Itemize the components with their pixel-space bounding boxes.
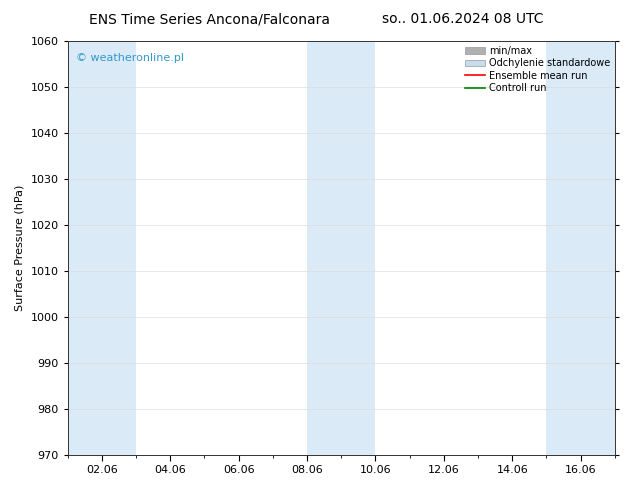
Text: ENS Time Series Ancona/Falconara: ENS Time Series Ancona/Falconara <box>89 12 330 26</box>
Y-axis label: Surface Pressure (hPa): Surface Pressure (hPa) <box>15 185 25 311</box>
Text: so.. 01.06.2024 08 UTC: so.. 01.06.2024 08 UTC <box>382 12 543 26</box>
Bar <box>547 41 615 455</box>
Bar <box>68 41 136 455</box>
Legend: min/max, Odchylenie standardowe, Ensemble mean run, Controll run: min/max, Odchylenie standardowe, Ensembl… <box>463 44 612 95</box>
Text: © weatheronline.pl: © weatheronline.pl <box>76 53 184 64</box>
Bar <box>307 41 375 455</box>
